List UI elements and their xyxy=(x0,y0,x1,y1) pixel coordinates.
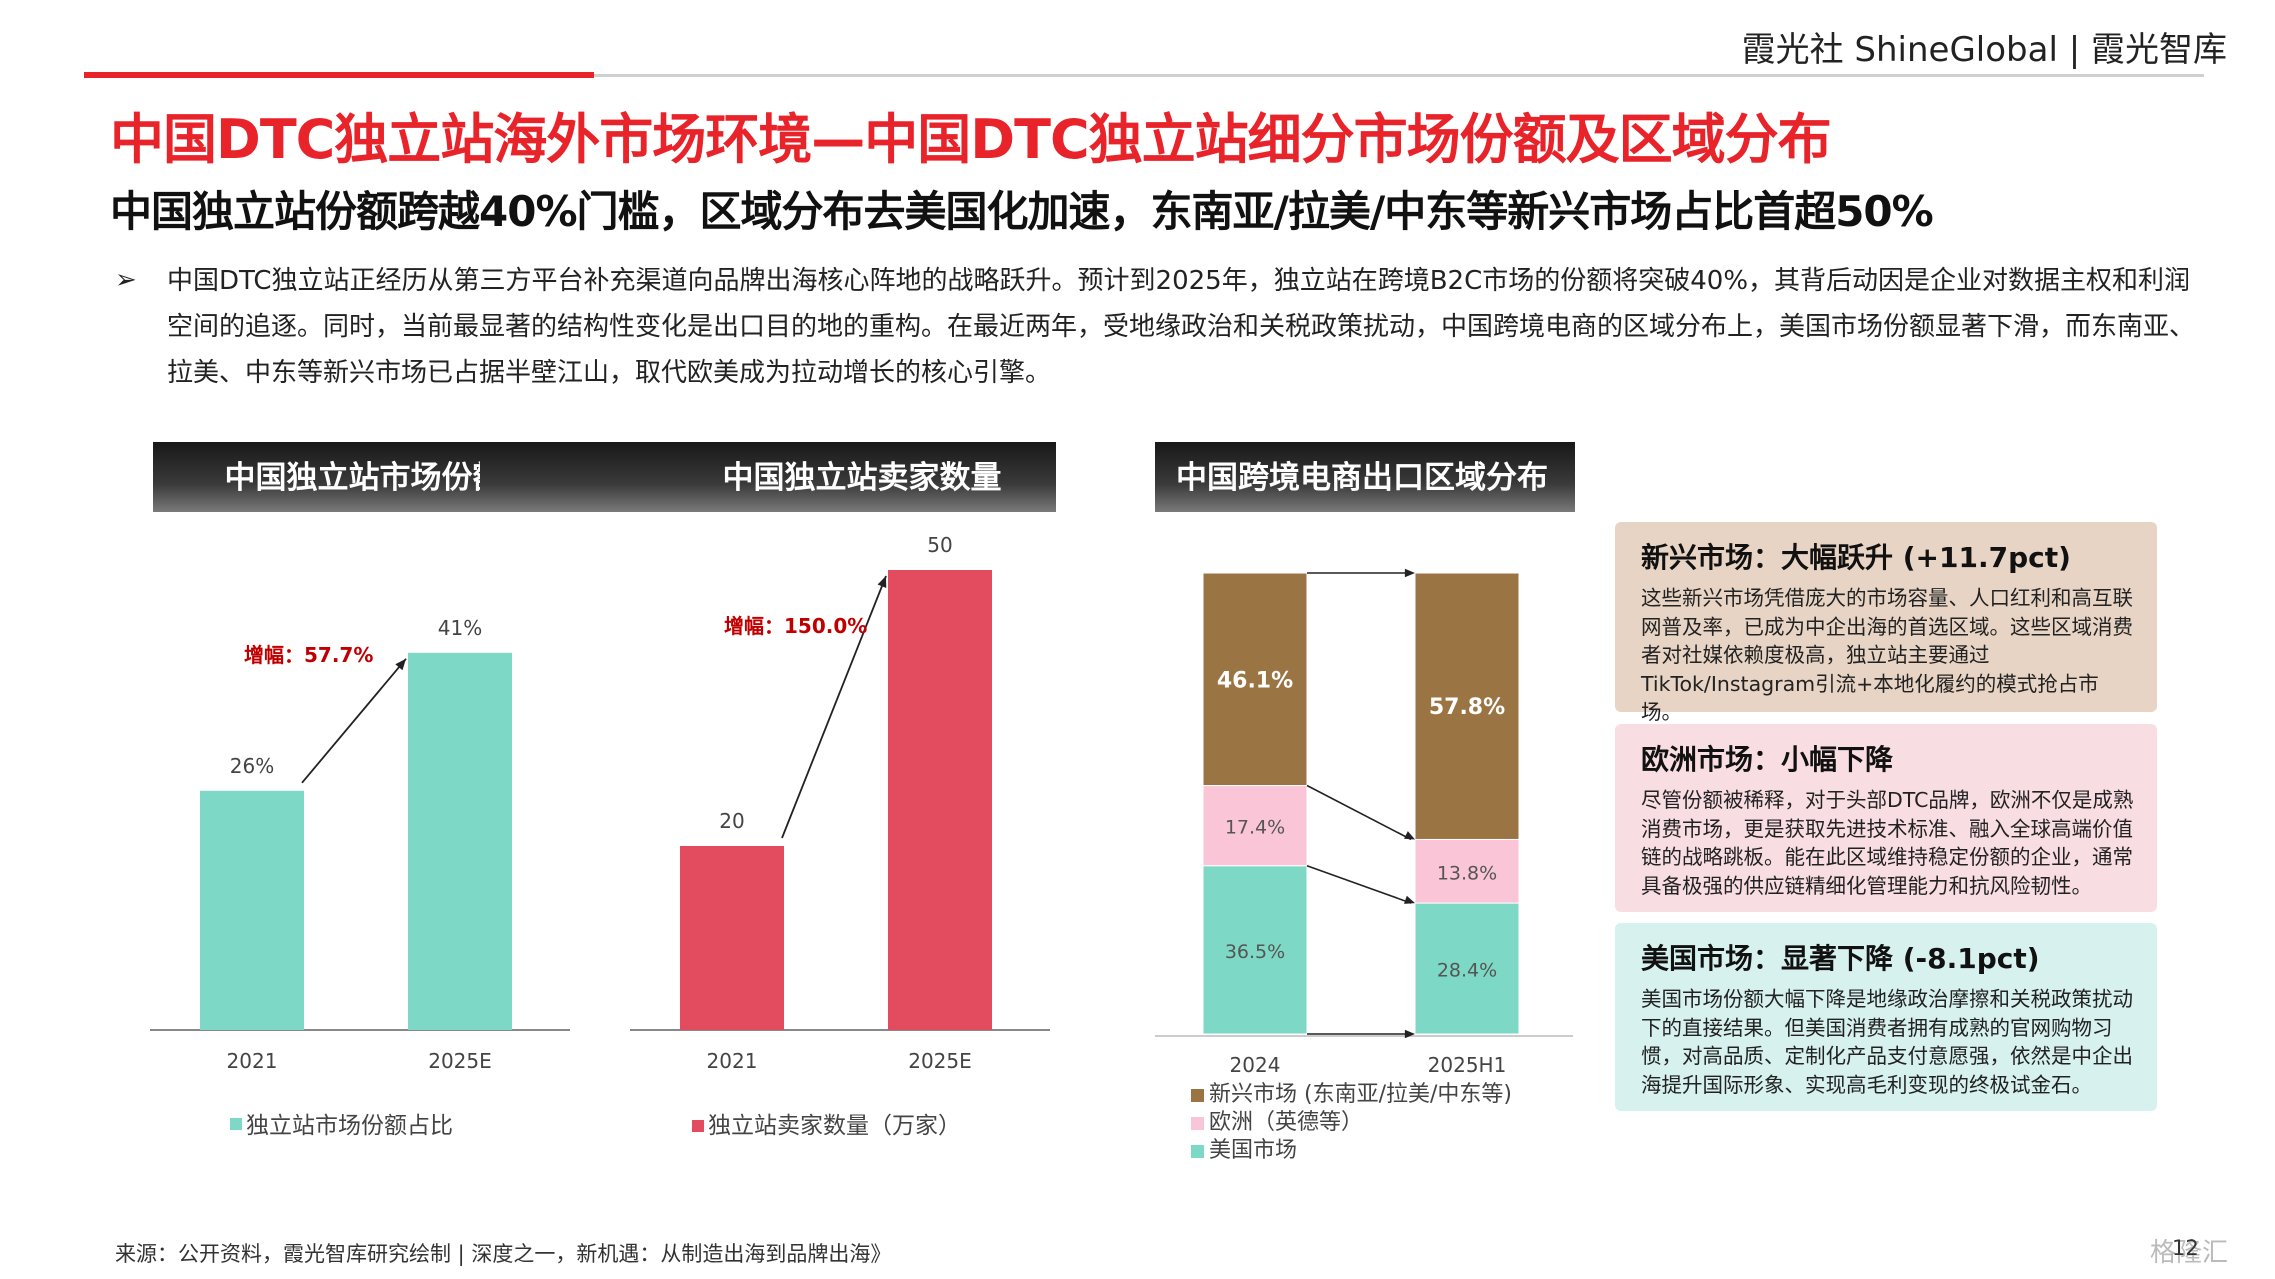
c3-legend-label-1: 欧洲（英德等） xyxy=(1209,1110,1363,1135)
c3-legend-label-2: 美国市场 xyxy=(1209,1138,1297,1163)
header-accent-line xyxy=(84,72,594,78)
c1-growth-arrow-head xyxy=(395,658,406,671)
c2-tick-2021: 2021 xyxy=(707,1049,758,1073)
us-market-heading: 美国市场：显著下降 (-8.1pct) xyxy=(1641,942,2040,975)
c2-growth-arrow-line xyxy=(781,575,887,839)
c3-connector-head-2 xyxy=(1404,831,1415,840)
c3-tick-2025H1: 2025H1 xyxy=(1428,1053,1507,1077)
europe-market-box: 欧洲市场：小幅下降 尽管份额被稀释，对于头部DTC品牌，欧洲不仅是成熟消费市场，… xyxy=(1615,724,2157,912)
c2-legend-swatch xyxy=(692,1120,704,1132)
c1-growth-annotation: 增幅：57.7% xyxy=(244,643,373,667)
c3-bar-2024-seg-1 xyxy=(1202,785,1308,867)
c2-data-label-2025E: 50 xyxy=(927,533,952,557)
chart-seller-count: 中国独立站卖家数量 20 2021 50 2025E 增幅：150.0% 独立站卖家数量（万… xyxy=(480,440,1060,1164)
page-number: 12 xyxy=(2172,1236,2199,1260)
c1-bar-2025E xyxy=(408,652,512,1030)
c1-legend-swatch xyxy=(230,1118,242,1130)
us-market-box: 美国市场：显著下降 (-8.1pct) 美国市场份额大幅下降是地缘政治摩擦和关税… xyxy=(1615,923,2157,1111)
c3-bar-2025H1-seg-1 xyxy=(1414,838,1520,904)
c3-bar-2024-seg-2 xyxy=(1202,572,1308,787)
c3-title: 中国跨境电商出口区域分布 xyxy=(1176,460,1548,496)
c3-data-label-2025H1-2: 57.8% xyxy=(1429,695,1505,720)
c1-bar-2021 xyxy=(200,790,304,1030)
emerging-market-box: 新兴市场：大幅跃升 (+11.7pct) 这些新兴市场凭借庞大的市场容量、人口红… xyxy=(1615,522,2157,724)
c3-data-label-2024-2: 46.1% xyxy=(1217,668,1293,693)
c3-connector-head-3 xyxy=(1404,568,1415,578)
c2-growth-annotation: 增幅：150.0% xyxy=(724,614,867,638)
c2-tick-2025E: 2025E xyxy=(908,1049,972,1073)
c2-title: 中国独立站卖家数量 xyxy=(723,460,1002,496)
c3-bar-2025H1-seg-2 xyxy=(1414,572,1520,840)
c3-data-label-2024-1: 17.4% xyxy=(1225,817,1285,839)
header-divider xyxy=(84,74,2204,77)
intro-paragraph: 中国DTC独立站正经历从第三方平台补充渠道向品牌出海核心阵地的战略跃升。预计到2… xyxy=(167,266,2196,388)
c2-data-label-2021: 20 xyxy=(719,809,744,833)
c2-header-bg xyxy=(480,442,1056,512)
c3-data-label-2024-0: 36.5% xyxy=(1225,941,1285,963)
c2-legend-label: 独立站卖家数量（万家） xyxy=(708,1113,961,1139)
c3-connector-head-0 xyxy=(1404,1029,1415,1039)
c1-tick-2025E: 2025E xyxy=(428,1049,492,1073)
c3-connector-line-1 xyxy=(1306,864,1412,904)
c3-bar-2024-seg-0 xyxy=(1202,865,1308,1035)
c2-bar-2025E xyxy=(888,570,992,1030)
c1-data-label-2025E: 41% xyxy=(438,616,482,640)
page-subtitle: 中国独立站份额跨越40%门槛，区域分布去美国化加速，东南亚/拉美/中东等新兴市场… xyxy=(110,187,1934,236)
chart-market-share-svg: 中国独立站市场份额占比26%202141%2025E增幅：57.7%独立站市场份… xyxy=(150,442,633,1139)
c3-data-label-2025H1-1: 13.8% xyxy=(1437,862,1497,884)
c1-growth-arrow-line xyxy=(301,658,407,784)
c1-legend-label: 独立站市场份额占比 xyxy=(246,1113,453,1139)
c3-legend-swatch-0 xyxy=(1191,1089,1204,1102)
c3-connector-line-2 xyxy=(1306,784,1412,841)
page-title: 中国DTC独立站海外市场环境—中国DTC独立站细分市场份额及区域分布 xyxy=(110,108,1832,171)
c3-legend-label-0: 新兴市场 (东南亚/拉美/中东等) xyxy=(1209,1082,1512,1107)
us-market-text: 美国市场份额大幅下降是地缘政治摩擦和关税政策扰动下的直接结果。但美国消费者拥有成… xyxy=(1641,987,2133,1097)
europe-market-text: 尽管份额被稀释，对于头部DTC品牌，欧洲不仅是成熟消费市场，更是获取先进技术标准… xyxy=(1641,788,2134,898)
brand-logo: 霞光社 ShineGlobal | 霞光智库 xyxy=(1741,30,2227,70)
bullet-arrow-icon: ➢ xyxy=(115,265,137,295)
c3-legend-swatch-2 xyxy=(1191,1145,1204,1158)
c1-data-label-2021: 26% xyxy=(230,754,274,778)
c3-legend-swatch-1 xyxy=(1191,1117,1204,1130)
emerging-market-heading: 新兴市场：大幅跃升 (+11.7pct) xyxy=(1641,541,2071,574)
europe-market-heading: 欧洲市场：小幅下降 xyxy=(1641,743,1894,776)
chart-seller-count-svg: 中国独立站卖家数量 20 2021 50 2025E 增幅：150.0% 独立站卖家数量（万… xyxy=(480,442,1056,1139)
emerging-market-text: 这些新兴市场凭借庞大的市场容量、人口红利和高互联网普及率，已成为中企出海的首选区… xyxy=(1641,586,2133,724)
c3-connector-head-1 xyxy=(1404,895,1415,904)
c2-bar-2021 xyxy=(680,846,784,1030)
source-note: 来源：公开资料，霞光智库研究绘制 | 深度之一，新机遇：从制造出海到品牌出海》 xyxy=(115,1242,892,1266)
watermark: 格隆汇 xyxy=(2150,1238,2229,1268)
c3-bar-2025H1-seg-0 xyxy=(1414,902,1520,1035)
c3-data-label-2025H1-0: 28.4% xyxy=(1437,960,1497,982)
chart-market-share: 中国独立站市场份额占比 26% 2021 41% 2025E 增幅：57.7% 独立站市场份… xyxy=(150,440,633,1164)
c3-tick-2024: 2024 xyxy=(1230,1053,1281,1077)
c1-tick-2021: 2021 xyxy=(227,1049,278,1073)
c3-header-bg xyxy=(1155,442,1575,512)
chart-export-region-svg: 中国跨境电商出口区域分布 36.5% 17.4% 46.1% 2024 28.4% 13.8… xyxy=(1155,442,1575,1163)
chart-export-region: 中国跨境电商出口区域分布 36.5% 17.4% 46.1% 2024 28.4% 13.8… xyxy=(1155,440,1595,1184)
c2-growth-arrow-head xyxy=(877,576,887,588)
